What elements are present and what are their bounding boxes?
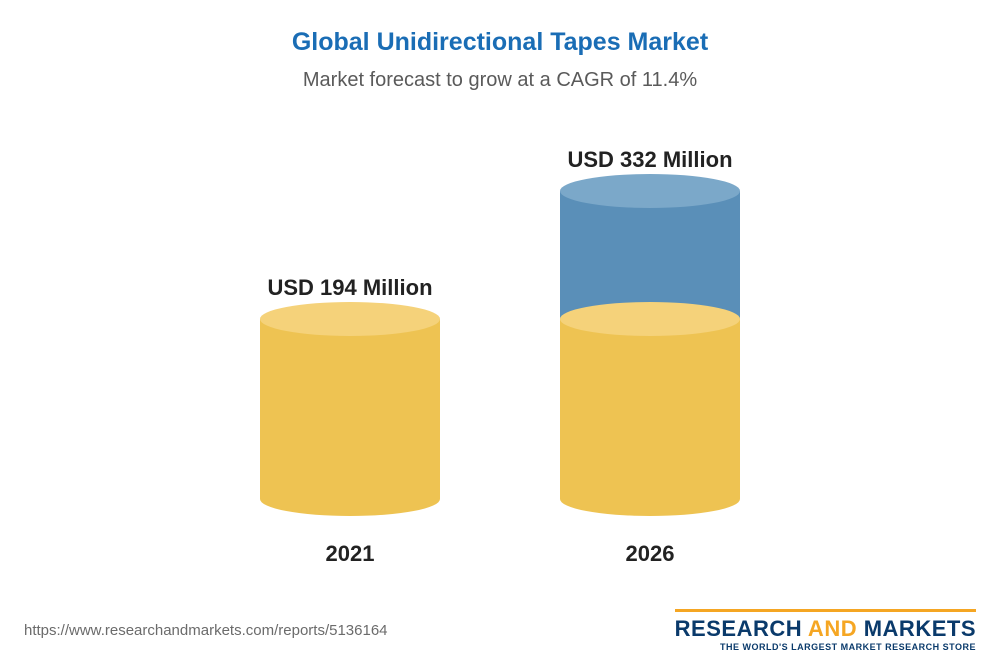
cylinder-top-ellipse	[260, 302, 440, 336]
brand-tagline: THE WORLD'S LARGEST MARKET RESEARCH STOR…	[675, 642, 976, 652]
brand-word-and: AND	[802, 616, 864, 641]
brand-word-research: RESEARCH	[675, 616, 802, 641]
year-label: 2026	[626, 541, 675, 567]
cylinder-top-ellipse	[560, 302, 740, 336]
brand-block: RESEARCH AND MARKETS THE WORLD'S LARGEST…	[675, 609, 976, 652]
chart-area: USD 194 Million 2021 USD 332 Million 2026	[0, 130, 1000, 567]
cylinder-stack	[560, 191, 740, 499]
cylinder-group: USD 194 Million 2021	[260, 275, 440, 567]
cylinder-segment	[560, 191, 740, 319]
chart-container: Global Unidirectional Tapes Market Marke…	[0, 0, 1000, 667]
value-label: USD 332 Million	[567, 147, 732, 173]
cylinder-top-ellipse	[560, 174, 740, 208]
source-url: https://www.researchandmarkets.com/repor…	[24, 622, 388, 639]
brand-word-markets: MARKETS	[864, 616, 976, 641]
cylinder-segment	[260, 319, 440, 499]
cylinder-group: USD 332 Million 2026	[560, 147, 740, 567]
brand-name: RESEARCH AND MARKETS	[675, 616, 976, 642]
cylinder-body	[260, 319, 440, 499]
cylinder-stack	[260, 319, 440, 499]
chart-subtitle: Market forecast to grow at a CAGR of 11.…	[0, 57, 1000, 92]
cylinder-segment	[560, 319, 740, 499]
cylinder-body	[560, 191, 740, 319]
year-label: 2021	[326, 541, 375, 567]
chart-title: Global Unidirectional Tapes Market	[0, 0, 1000, 57]
cylinder-body	[560, 319, 740, 499]
footer: https://www.researchandmarkets.com/repor…	[0, 607, 1000, 667]
value-label: USD 194 Million	[267, 275, 432, 301]
